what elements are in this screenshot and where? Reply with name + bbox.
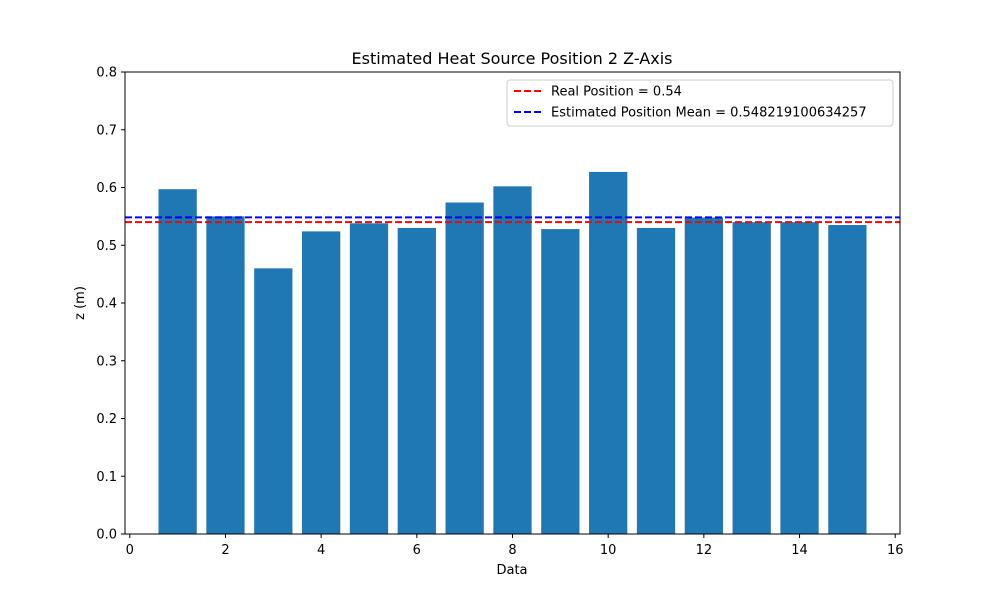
x-axis-label: Data — [496, 563, 527, 578]
y-tick-label: 0.6 — [96, 181, 117, 196]
x-tick-label: 16 — [887, 543, 904, 558]
reference-lines-layer — [125, 216, 900, 224]
y-tick-label: 0.1 — [96, 470, 117, 485]
x-axis-ticks: 0 2 4 6 8 10 12 14 16 — [126, 534, 904, 558]
y-axis-label: z (m) — [73, 286, 88, 320]
y-tick-label: 0.0 — [96, 528, 117, 543]
x-tick-label: 2 — [221, 543, 229, 558]
bar-5 — [349, 223, 389, 534]
y-tick-label: 0.7 — [96, 123, 117, 138]
x-tick-label: 0 — [126, 543, 134, 558]
bar-14 — [780, 222, 819, 534]
bar-7 — [445, 202, 484, 534]
y-axis-ticks: 0.0 0.1 0.2 0.3 0.4 0.5 0.6 0.7 0.8 — [96, 66, 125, 543]
bar-10 — [589, 171, 628, 534]
y-tick-label: 0.5 — [96, 239, 117, 254]
x-tick-label: 14 — [791, 543, 808, 558]
x-tick-label: 8 — [508, 543, 516, 558]
legend-label: Real Position = 0.54 — [551, 85, 682, 100]
bar-13 — [732, 222, 771, 534]
bar-8 — [493, 186, 532, 534]
bar-12 — [684, 217, 723, 534]
bar-6 — [397, 227, 436, 534]
chart-title: Estimated Heat Source Position 2 Z-Axis — [352, 49, 673, 68]
legend: Real Position = 0.54 Estimated Position M… — [506, 79, 894, 127]
bar-15 — [828, 225, 867, 535]
x-tick-label: 10 — [600, 543, 617, 558]
bar-2 — [206, 216, 245, 535]
y-tick-label: 0.4 — [96, 297, 117, 312]
bar-3 — [254, 268, 293, 534]
bar-9 — [541, 229, 580, 534]
bar-4 — [302, 231, 341, 534]
x-tick-label: 12 — [696, 543, 713, 558]
y-tick-label: 0.8 — [96, 66, 117, 81]
y-tick-label: 0.2 — [96, 412, 117, 427]
y-tick-label: 0.3 — [96, 354, 117, 369]
x-tick-label: 4 — [317, 543, 325, 558]
legend-label: Estimated Position Mean = 0.548219100634… — [551, 106, 867, 121]
bar-11 — [636, 227, 676, 534]
legend-box — [506, 79, 894, 127]
bar-1 — [158, 189, 197, 535]
bars-layer — [158, 171, 867, 535]
x-tick-label: 6 — [413, 543, 421, 558]
